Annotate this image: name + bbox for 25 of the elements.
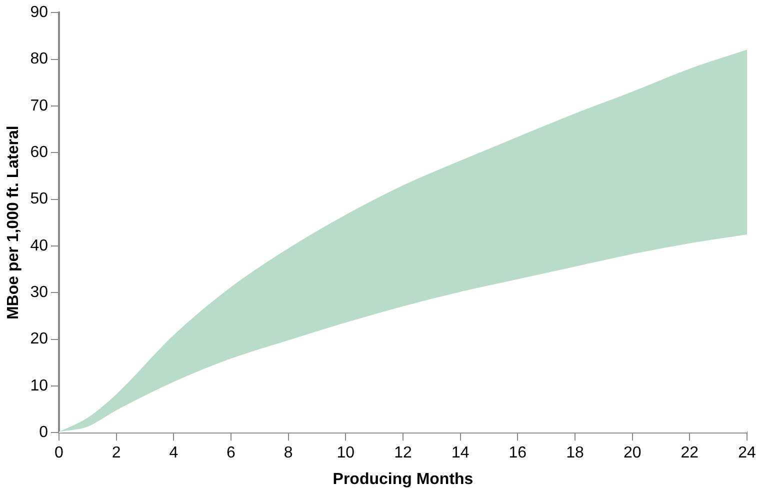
y-tick-label: 10 <box>30 377 48 394</box>
x-tick-label: 18 <box>566 444 584 462</box>
y-tick-label: 60 <box>30 144 48 162</box>
y-tick-label: 20 <box>30 330 48 348</box>
y-tick-label: 50 <box>30 190 48 208</box>
x-axis-title: Producing Months <box>332 470 474 488</box>
y-tick-label: 40 <box>30 237 48 254</box>
x-tick-label: 14 <box>451 444 470 462</box>
x-tick-label: 20 <box>623 444 642 462</box>
x-tick-label: 22 <box>680 444 699 462</box>
y-tick-label: 80 <box>30 50 48 68</box>
x-tick-label: 6 <box>226 444 236 462</box>
y-tick-label: 70 <box>30 97 48 114</box>
x-tick-label: 4 <box>169 444 178 462</box>
x-tick-label: 2 <box>112 444 121 462</box>
x-tick-label: 10 <box>336 444 355 462</box>
x-tick-label: 16 <box>508 444 527 462</box>
y-tick-label: 90 <box>30 4 48 22</box>
x-tick-label: 24 <box>738 444 756 462</box>
x-tick-label: 8 <box>284 444 293 462</box>
y-tick-label: 30 <box>30 284 48 302</box>
x-tick-label: 0 <box>54 444 64 462</box>
y-axis-title: MBoe per 1,000 ft. Lateral <box>5 126 22 320</box>
y-tick-label: 0 <box>39 424 48 442</box>
x-tick-label: 12 <box>394 444 412 462</box>
